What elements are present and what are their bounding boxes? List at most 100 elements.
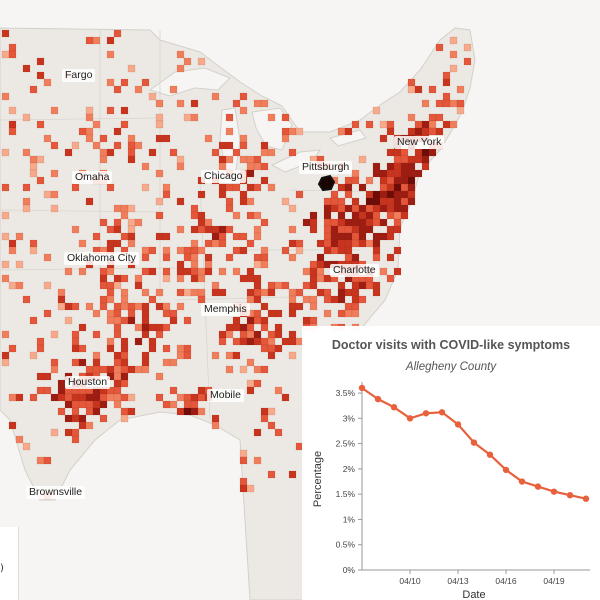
county-cell[interactable]: [274, 281, 283, 290]
county-cell[interactable]: [162, 267, 171, 276]
county-cell[interactable]: [155, 113, 164, 122]
county-cell[interactable]: [421, 148, 430, 157]
county-cell[interactable]: [225, 155, 234, 164]
county-cell[interactable]: [337, 183, 346, 192]
county-cell[interactable]: [372, 288, 381, 297]
county-cell[interactable]: [344, 302, 353, 311]
county-cell[interactable]: [148, 295, 157, 304]
county-cell[interactable]: [1, 232, 10, 241]
county-cell[interactable]: [120, 204, 129, 213]
county-cell[interactable]: [176, 50, 185, 59]
county-cell[interactable]: [15, 435, 24, 444]
county-cell[interactable]: [57, 302, 66, 311]
county-cell[interactable]: [400, 204, 409, 213]
county-cell[interactable]: [323, 309, 332, 318]
county-cell[interactable]: [365, 218, 374, 227]
county-cell[interactable]: [379, 120, 388, 129]
county-cell[interactable]: [92, 232, 101, 241]
county-cell[interactable]: [204, 267, 213, 276]
county-cell[interactable]: [183, 57, 192, 66]
county-cell[interactable]: [43, 190, 52, 199]
county-cell[interactable]: [92, 407, 101, 416]
county-cell[interactable]: [386, 176, 395, 185]
county-cell[interactable]: [36, 71, 45, 80]
county-cell[interactable]: [414, 169, 423, 178]
county-cell[interactable]: [393, 246, 402, 255]
county-cell[interactable]: [162, 274, 171, 283]
county-cell[interactable]: [463, 57, 472, 66]
county-cell[interactable]: [106, 148, 115, 157]
county-cell[interactable]: [246, 183, 255, 192]
county-cell[interactable]: [120, 106, 129, 115]
county-cell[interactable]: [225, 204, 234, 213]
county-cell[interactable]: [225, 253, 234, 262]
county-cell[interactable]: [71, 141, 80, 150]
county-cell[interactable]: [134, 365, 143, 374]
county-cell[interactable]: [1, 351, 10, 360]
county-cell[interactable]: [99, 302, 108, 311]
county-cell[interactable]: [407, 127, 416, 136]
county-cell[interactable]: [225, 323, 234, 332]
county-cell[interactable]: [162, 302, 171, 311]
county-cell[interactable]: [106, 365, 115, 374]
county-cell[interactable]: [351, 281, 360, 290]
county-cell[interactable]: [372, 169, 381, 178]
county-cell[interactable]: [351, 204, 360, 213]
county-cell[interactable]: [43, 309, 52, 318]
county-cell[interactable]: [435, 127, 444, 136]
county-cell[interactable]: [211, 288, 220, 297]
county-cell[interactable]: [106, 267, 115, 276]
county-cell[interactable]: [225, 197, 234, 206]
county-cell[interactable]: [113, 127, 122, 136]
county-cell[interactable]: [120, 344, 129, 353]
county-cell[interactable]: [8, 344, 17, 353]
county-cell[interactable]: [239, 337, 248, 346]
county-cell[interactable]: [127, 141, 136, 150]
county-cell[interactable]: [239, 92, 248, 101]
county-cell[interactable]: [253, 162, 262, 171]
county-cell[interactable]: [218, 190, 227, 199]
county-cell[interactable]: [22, 64, 31, 73]
county-cell[interactable]: [281, 337, 290, 346]
county-cell[interactable]: [120, 379, 129, 388]
county-cell[interactable]: [232, 148, 241, 157]
county-cell[interactable]: [295, 127, 304, 136]
county-cell[interactable]: [330, 197, 339, 206]
county-cell[interactable]: [246, 197, 255, 206]
county-cell[interactable]: [225, 365, 234, 374]
county-cell[interactable]: [239, 323, 248, 332]
county-cell[interactable]: [162, 358, 171, 367]
county-cell[interactable]: [414, 127, 423, 136]
county-cell[interactable]: [218, 183, 227, 192]
county-cell[interactable]: [155, 211, 164, 220]
county-cell[interactable]: [232, 211, 241, 220]
county-cell[interactable]: [414, 120, 423, 129]
county-cell[interactable]: [260, 218, 269, 227]
county-cell[interactable]: [260, 99, 269, 108]
county-cell[interactable]: [120, 358, 129, 367]
county-cell[interactable]: [1, 274, 10, 283]
county-cell[interactable]: [246, 267, 255, 276]
county-cell[interactable]: [106, 78, 115, 87]
county-cell[interactable]: [323, 197, 332, 206]
county-cell[interactable]: [113, 85, 122, 94]
county-cell[interactable]: [134, 274, 143, 283]
county-cell[interactable]: [71, 225, 80, 234]
county-cell[interactable]: [8, 43, 17, 52]
county-cell[interactable]: [127, 316, 136, 325]
county-cell[interactable]: [246, 358, 255, 367]
county-cell[interactable]: [267, 113, 276, 122]
county-cell[interactable]: [106, 337, 115, 346]
county-cell[interactable]: [85, 106, 94, 115]
county-cell[interactable]: [316, 288, 325, 297]
county-cell[interactable]: [246, 239, 255, 248]
county-cell[interactable]: [78, 239, 87, 248]
county-cell[interactable]: [176, 197, 185, 206]
county-cell[interactable]: [365, 190, 374, 199]
county-cell[interactable]: [169, 85, 178, 94]
county-cell[interactable]: [449, 120, 458, 129]
county-cell[interactable]: [239, 456, 248, 465]
county-cell[interactable]: [344, 232, 353, 241]
county-cell[interactable]: [400, 155, 409, 164]
county-cell[interactable]: [22, 183, 31, 192]
